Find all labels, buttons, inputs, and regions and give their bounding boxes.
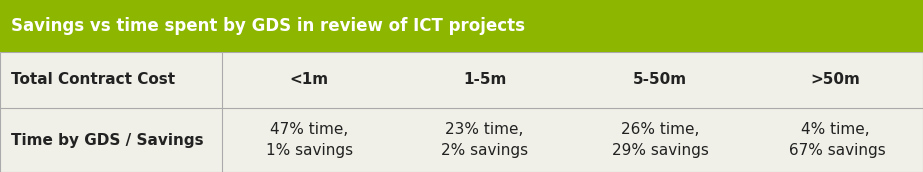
FancyBboxPatch shape: [0, 52, 923, 172]
Text: 4% time,
 67% savings: 4% time, 67% savings: [785, 122, 886, 158]
Text: 47% time,
1% savings: 47% time, 1% savings: [266, 122, 353, 158]
Text: 26% time,
29% savings: 26% time, 29% savings: [612, 122, 708, 158]
Text: 1-5m: 1-5m: [463, 72, 506, 88]
Text: <1m: <1m: [290, 72, 329, 88]
Text: >50m: >50m: [810, 72, 860, 88]
Text: 5-50m: 5-50m: [633, 72, 687, 88]
FancyBboxPatch shape: [0, 0, 923, 52]
Text: 23% time,
2% savings: 23% time, 2% savings: [441, 122, 528, 158]
Text: Time by GDS / Savings: Time by GDS / Savings: [11, 133, 204, 148]
Text: Savings vs time spent by GDS in review of ICT projects: Savings vs time spent by GDS in review o…: [11, 17, 525, 35]
Text: Total Contract Cost: Total Contract Cost: [11, 72, 175, 88]
